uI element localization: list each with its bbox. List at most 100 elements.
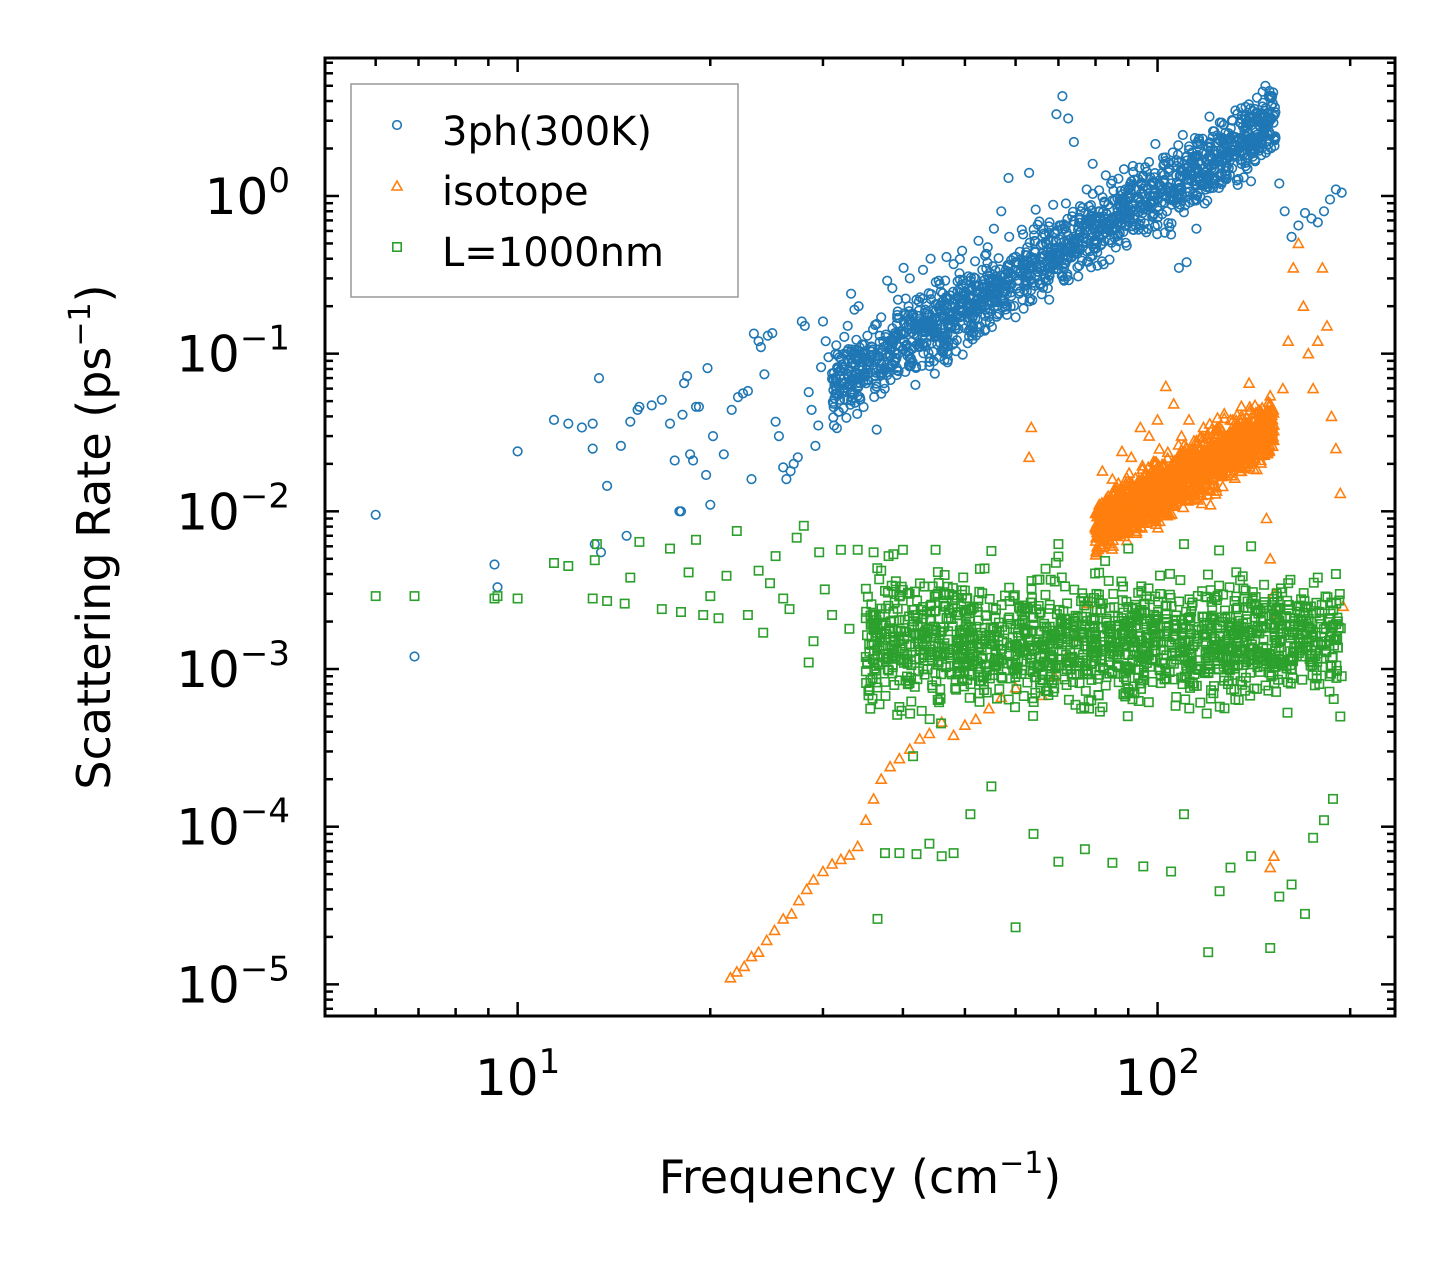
data-point xyxy=(1231,175,1242,186)
data-point xyxy=(1216,479,1230,492)
data-point xyxy=(1147,676,1158,687)
data-point xyxy=(1068,136,1079,148)
data-point xyxy=(1265,408,1279,421)
data-point xyxy=(1247,447,1261,459)
data-point xyxy=(904,353,915,364)
data-point xyxy=(1230,457,1244,469)
data-point xyxy=(1040,563,1051,574)
data-point xyxy=(737,959,751,972)
data-point xyxy=(1147,455,1160,467)
data-point xyxy=(707,431,719,442)
data-point xyxy=(1156,168,1167,179)
data-point xyxy=(1173,262,1184,274)
data-point xyxy=(803,387,814,398)
data-point xyxy=(1183,161,1194,172)
data-point xyxy=(1265,419,1279,431)
data-point xyxy=(1039,229,1051,241)
data-point xyxy=(1142,429,1156,441)
data-point xyxy=(576,422,588,433)
data-point xyxy=(876,603,887,614)
data-point xyxy=(1009,590,1020,601)
data-point xyxy=(882,275,893,286)
data-point xyxy=(933,303,944,314)
data-point xyxy=(1297,299,1310,312)
data-point xyxy=(1165,229,1177,240)
data-point xyxy=(1122,505,1136,517)
data-point xyxy=(1266,403,1280,415)
data-point xyxy=(871,669,882,680)
data-point xyxy=(1324,194,1336,205)
data-point xyxy=(831,423,843,434)
data-point xyxy=(935,286,946,297)
data-point xyxy=(913,732,927,744)
data-point xyxy=(997,294,1008,305)
data-point xyxy=(1200,166,1212,177)
data-point xyxy=(1059,259,1070,270)
data-point xyxy=(1135,215,1146,226)
data-point xyxy=(866,342,878,353)
data-point xyxy=(1090,510,1104,522)
data-point xyxy=(876,368,887,379)
data-point xyxy=(1307,657,1318,668)
data-point xyxy=(1019,284,1030,296)
data-point xyxy=(1192,456,1205,468)
data-point xyxy=(1026,583,1037,594)
data-point xyxy=(1081,184,1092,195)
data-point xyxy=(1063,113,1074,124)
data-point xyxy=(1214,580,1225,591)
data-point xyxy=(1164,222,1175,233)
data-point xyxy=(1193,486,1207,498)
data-point xyxy=(1201,457,1214,469)
data-point xyxy=(1044,294,1055,305)
data-point xyxy=(1082,214,1093,226)
data-point xyxy=(1070,235,1082,246)
data-point xyxy=(1257,142,1268,154)
data-point xyxy=(1230,105,1241,116)
data-point xyxy=(1286,261,1300,273)
data-point xyxy=(1112,527,1126,540)
data-point xyxy=(1028,710,1039,721)
data-point xyxy=(1200,184,1211,195)
data-point xyxy=(991,693,1002,704)
data-point xyxy=(1167,397,1181,409)
data-point xyxy=(935,715,949,728)
data-point xyxy=(1260,511,1273,524)
data-point xyxy=(1200,465,1214,477)
data-point xyxy=(891,362,903,374)
data-point xyxy=(887,283,898,294)
data-point xyxy=(1125,515,1138,527)
data-point xyxy=(1059,245,1070,256)
data-point xyxy=(1180,467,1193,479)
data-point xyxy=(1136,500,1150,513)
data-point xyxy=(994,684,1005,695)
data-point xyxy=(874,574,885,585)
data-point xyxy=(1075,226,1086,237)
data-point xyxy=(664,418,676,429)
data-point xyxy=(828,402,839,413)
data-point xyxy=(1099,236,1110,247)
data-point xyxy=(874,772,888,785)
data-point xyxy=(512,446,523,457)
data-point xyxy=(921,308,933,319)
data-point xyxy=(837,362,849,373)
data-point xyxy=(1096,256,1108,267)
data-point xyxy=(1202,141,1213,152)
data-point xyxy=(1098,503,1111,516)
data-point xyxy=(845,288,857,299)
data-point xyxy=(944,607,955,618)
data-point xyxy=(770,416,781,427)
data-point xyxy=(409,651,420,662)
data-point xyxy=(903,346,914,357)
data-point xyxy=(979,563,990,574)
data-point xyxy=(1020,272,1031,283)
data-point xyxy=(1201,427,1214,439)
data-point xyxy=(1254,456,1268,468)
data-point xyxy=(1065,251,1077,262)
data-point xyxy=(1208,462,1222,475)
data-point xyxy=(1312,217,1323,228)
data-point xyxy=(1236,420,1250,433)
data-point xyxy=(1259,579,1270,590)
data-point xyxy=(1249,136,1260,148)
data-point xyxy=(968,310,979,321)
